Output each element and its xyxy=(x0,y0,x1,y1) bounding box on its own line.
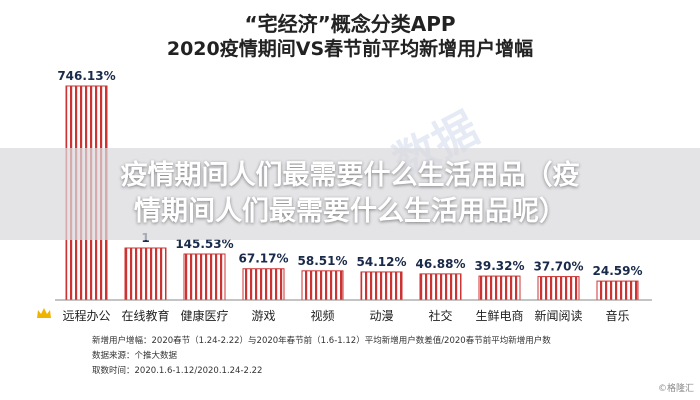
value-label-2: 145.53% xyxy=(175,237,233,251)
category-label-0: 远程办公 xyxy=(62,308,110,323)
footnote-line-2: 数据来源：个推大数据 xyxy=(92,351,178,361)
category-label-5: 动漫 xyxy=(369,309,393,323)
bar-9 xyxy=(596,280,639,301)
bar-8 xyxy=(537,276,580,301)
bar-2 xyxy=(183,253,226,301)
value-label-8: 37.70% xyxy=(534,260,584,274)
category-label-1: 在线教育 xyxy=(121,308,169,323)
bar-7 xyxy=(478,275,521,301)
bar-1 xyxy=(124,247,167,301)
category-label-9: 音乐 xyxy=(605,308,629,323)
value-label-6: 46.88% xyxy=(416,257,466,271)
bar-4 xyxy=(301,270,344,301)
footnote-line-1: 新增用户增幅：2020春节（1.24-2.22）与2020年春节前（1.6-1.… xyxy=(92,336,551,346)
overlay-line-2: 情期间人们最需要什么生活用品呢） xyxy=(134,196,566,227)
overlay-line-1: 疫情期间人们最需要什么生活用品（疫 xyxy=(120,160,580,191)
overlay-band xyxy=(0,148,700,240)
category-label-2: 健康医疗 xyxy=(180,308,228,323)
category-label-6: 社交 xyxy=(428,308,452,323)
category-label-8: 新闻阅读 xyxy=(534,308,582,323)
category-label-3: 游戏 xyxy=(251,309,275,323)
bar-6 xyxy=(419,273,462,301)
overlay-title: 疫情期间人们最需要什么生活用品（疫 情期间人们最需要什么生活用品呢） xyxy=(20,158,680,230)
value-label-4: 58.51% xyxy=(298,254,348,268)
chart-subtitle: 2020疫情期间VS春节前平均新增用户增幅 xyxy=(166,38,534,60)
bar-5 xyxy=(360,271,403,301)
value-label-0: 746.13% xyxy=(57,69,115,83)
chart-title: “宅经济”概念分类APP xyxy=(244,12,456,36)
value-label-9: 24.59% xyxy=(593,264,643,278)
value-label-7: 39.32% xyxy=(475,259,525,273)
category-label-7: 生鲜电商 xyxy=(475,308,523,323)
footnote-line-3: 取数时间：2020.1.6-1.12/2020.1.24-2.22 xyxy=(92,366,263,376)
bar-3 xyxy=(242,268,285,301)
source-mark: ©格隆汇 xyxy=(657,384,694,394)
crown-icon xyxy=(37,308,51,318)
category-label-4: 视频 xyxy=(310,308,334,323)
value-label-5: 54.12% xyxy=(357,255,407,269)
footnote: 新增用户增幅：2020春节（1.24-2.22）与2020年春节前（1.6-1.… xyxy=(92,334,612,379)
value-label-3: 67.17% xyxy=(239,252,289,266)
